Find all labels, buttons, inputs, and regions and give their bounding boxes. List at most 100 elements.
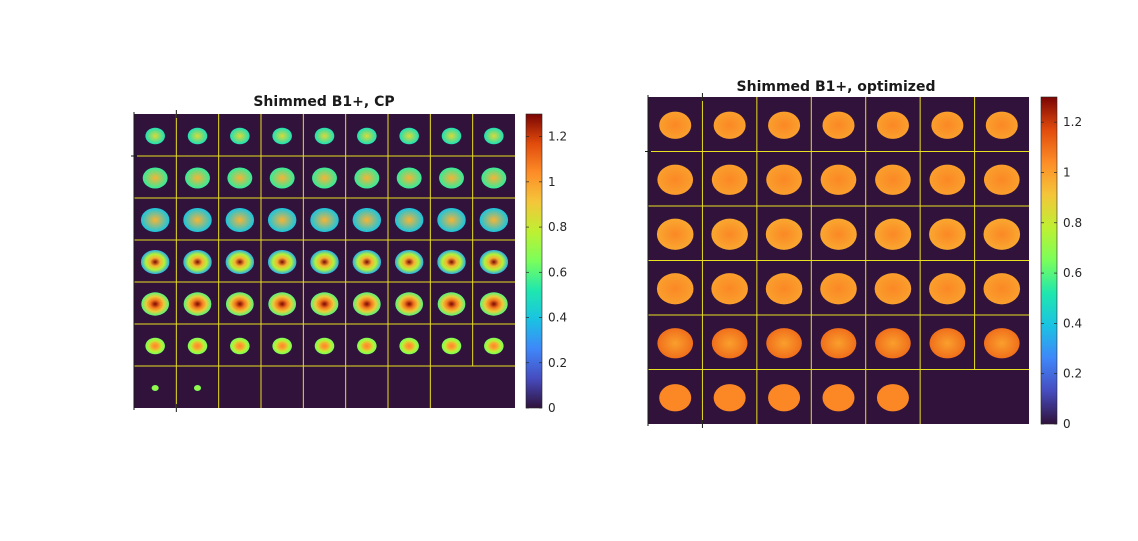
colorbar-tick-label: 1.2 <box>548 130 567 144</box>
slice-map <box>765 218 803 250</box>
slice-map <box>481 167 507 189</box>
slice-map <box>711 328 748 359</box>
slice-map <box>183 292 212 316</box>
cp-colorbar-ticks: 0 0.2 0.4 0.6 0.8 1 1.2 <box>526 130 567 415</box>
slice-map <box>820 328 857 359</box>
colorbar-tick-label: 0 <box>548 401 556 415</box>
slice-map <box>187 127 208 145</box>
slice-map <box>145 127 165 145</box>
slice-map <box>657 328 694 359</box>
slice-map <box>929 328 966 359</box>
colorbar-tick-label: 0.6 <box>1063 266 1082 280</box>
slice-map <box>874 273 912 305</box>
slice-map <box>357 337 377 355</box>
cp-axes <box>131 110 177 412</box>
slice-map <box>314 127 335 145</box>
slice-map <box>267 250 297 274</box>
slice-map <box>931 111 964 139</box>
slice-map <box>437 292 466 316</box>
slice-map <box>484 127 504 145</box>
cp-slices <box>140 127 509 391</box>
slice-map <box>352 250 382 274</box>
slice-map <box>985 111 1018 139</box>
colorbar-tick-label: 1.2 <box>1063 115 1082 129</box>
slice-map <box>822 384 855 412</box>
slice-map <box>822 111 855 139</box>
slice-map <box>272 337 292 355</box>
slice-map <box>439 167 464 189</box>
slice-map <box>768 384 801 412</box>
slice-map <box>656 273 694 305</box>
slice-map <box>310 292 339 316</box>
slice-map <box>711 164 748 195</box>
slice-map <box>395 292 424 316</box>
slice-map <box>141 292 170 316</box>
optimized-colorbar-ticks: 0 0.2 0.4 0.6 0.8 1 1.2 <box>1041 115 1082 431</box>
cp-colorbar <box>525 113 543 409</box>
slice-map <box>399 337 419 355</box>
colorbar-tick-label: 0.8 <box>1063 216 1082 230</box>
slice-map <box>875 164 911 195</box>
slice-map <box>983 164 1020 195</box>
slice-map <box>876 384 909 412</box>
slice-map <box>659 384 692 412</box>
slice-map <box>820 273 857 305</box>
slice-map <box>479 292 508 316</box>
slice-map <box>765 273 803 305</box>
slice-map <box>140 208 170 232</box>
slice-map <box>479 208 509 232</box>
colorbar-tick-label: 0 <box>1063 417 1071 431</box>
slice-map <box>312 167 337 189</box>
slice-map <box>267 208 297 232</box>
slice-map <box>272 127 292 145</box>
slice-map <box>437 208 466 232</box>
slice-map <box>820 218 857 250</box>
slice-map <box>441 337 462 355</box>
colorbar-tick-label: 0.6 <box>548 265 567 279</box>
colorbar-tick-label: 0.8 <box>548 220 567 234</box>
optimized-axes <box>645 93 703 428</box>
colorbar-tick-label: 0.4 <box>1063 316 1082 330</box>
optimized-panel: Shimmed B1+, optimized 0 0.2 0.4 0.6 0.8 1 1.2 <box>645 79 1082 431</box>
slice-map <box>876 111 909 139</box>
slice-map <box>225 208 255 232</box>
colorbar-tick-label: 1 <box>548 175 556 189</box>
slice-map <box>437 250 466 274</box>
slice-map <box>354 167 380 189</box>
optimized-colorbar <box>1040 96 1058 425</box>
slice-map <box>314 337 335 355</box>
slice-map <box>399 127 419 145</box>
slice-map <box>310 208 339 232</box>
slice-map <box>711 273 748 305</box>
slice-map <box>657 164 694 195</box>
slice-map <box>394 250 424 274</box>
slice-map <box>713 111 746 139</box>
slice-map <box>269 167 295 189</box>
optimized-slices <box>656 111 1021 412</box>
slice-map <box>140 250 170 274</box>
slice-map <box>929 218 966 250</box>
colorbar-tick-label: 0.4 <box>548 311 567 325</box>
colorbar-tick-label: 0.2 <box>1063 367 1082 381</box>
slice-map <box>230 127 250 145</box>
slice-map <box>983 218 1021 250</box>
slice-map <box>394 208 424 232</box>
slice-map <box>479 250 509 274</box>
cp-title: Shimmed B1+, CP <box>253 94 394 110</box>
slice-map <box>227 167 253 189</box>
slice-map <box>352 292 381 316</box>
slice-map <box>983 273 1021 305</box>
slice-map <box>484 337 504 355</box>
slice-map <box>193 385 202 391</box>
slice-map <box>983 328 1020 359</box>
slice-map <box>187 337 208 355</box>
cp-grid-lines <box>134 114 515 408</box>
slice-map <box>875 328 911 359</box>
slice-map <box>768 111 801 139</box>
slice-map <box>230 337 250 355</box>
slice-map <box>656 218 694 250</box>
cp-panel: Shimmed B1+, CP 0 0.2 0.4 0.6 0.8 1 1.2 <box>131 94 567 415</box>
slice-map <box>268 292 297 316</box>
slice-map <box>142 167 168 189</box>
